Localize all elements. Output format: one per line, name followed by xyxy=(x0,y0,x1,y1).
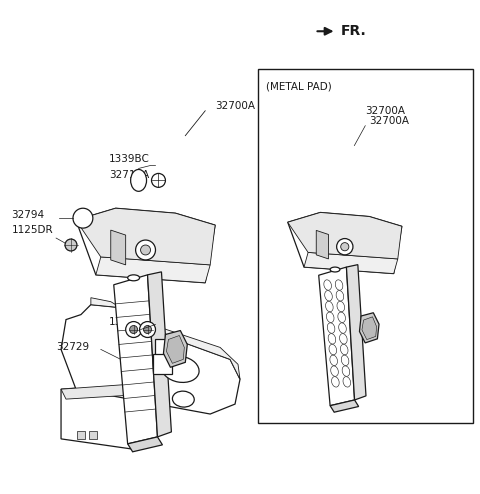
Text: 32794: 32794 xyxy=(12,210,45,220)
Polygon shape xyxy=(304,252,398,274)
Polygon shape xyxy=(156,339,175,359)
Polygon shape xyxy=(61,384,156,449)
Polygon shape xyxy=(96,257,210,283)
Circle shape xyxy=(140,322,156,337)
Text: 1339GA: 1339GA xyxy=(109,317,151,327)
Polygon shape xyxy=(114,275,157,444)
Ellipse shape xyxy=(339,323,346,333)
Ellipse shape xyxy=(343,376,350,387)
Ellipse shape xyxy=(162,356,199,382)
Text: 1339BC: 1339BC xyxy=(109,154,150,164)
Ellipse shape xyxy=(342,366,350,376)
Bar xyxy=(258,69,473,423)
Ellipse shape xyxy=(172,391,194,407)
Ellipse shape xyxy=(326,312,334,323)
Text: 32700A: 32700A xyxy=(365,106,405,116)
Ellipse shape xyxy=(324,290,332,301)
Text: FR.: FR. xyxy=(340,24,366,38)
Circle shape xyxy=(65,239,77,251)
Polygon shape xyxy=(360,313,379,343)
Ellipse shape xyxy=(332,376,339,387)
Polygon shape xyxy=(288,212,402,274)
Polygon shape xyxy=(347,265,366,400)
Polygon shape xyxy=(147,272,171,437)
Text: 32729: 32729 xyxy=(56,342,89,352)
Ellipse shape xyxy=(335,280,343,290)
Ellipse shape xyxy=(336,290,344,301)
Text: 1125DR: 1125DR xyxy=(12,225,53,235)
Polygon shape xyxy=(128,437,162,452)
Circle shape xyxy=(126,322,142,337)
Ellipse shape xyxy=(327,323,335,333)
Text: 32717A: 32717A xyxy=(109,170,149,180)
Polygon shape xyxy=(77,431,85,439)
Ellipse shape xyxy=(330,267,340,272)
Circle shape xyxy=(130,326,138,333)
Ellipse shape xyxy=(325,301,333,312)
Ellipse shape xyxy=(340,344,348,355)
Polygon shape xyxy=(76,208,215,283)
Polygon shape xyxy=(61,384,156,404)
Polygon shape xyxy=(362,317,377,340)
Polygon shape xyxy=(145,394,156,447)
Circle shape xyxy=(336,239,353,255)
Polygon shape xyxy=(61,305,240,414)
Polygon shape xyxy=(316,230,328,259)
Polygon shape xyxy=(76,208,215,265)
Polygon shape xyxy=(330,400,359,412)
Ellipse shape xyxy=(328,333,336,344)
Circle shape xyxy=(341,243,349,251)
Text: 32700A: 32700A xyxy=(369,116,409,126)
Polygon shape xyxy=(319,267,355,406)
Ellipse shape xyxy=(324,280,331,290)
Ellipse shape xyxy=(339,333,347,344)
Ellipse shape xyxy=(329,344,336,355)
Polygon shape xyxy=(89,431,97,439)
Polygon shape xyxy=(288,212,402,259)
Ellipse shape xyxy=(341,355,349,366)
Ellipse shape xyxy=(330,355,337,366)
Text: (METAL PAD): (METAL PAD) xyxy=(266,82,332,92)
Polygon shape xyxy=(167,335,184,363)
Circle shape xyxy=(136,240,156,260)
Polygon shape xyxy=(111,230,126,265)
Circle shape xyxy=(152,173,166,187)
Ellipse shape xyxy=(338,312,346,323)
Ellipse shape xyxy=(128,275,140,281)
Ellipse shape xyxy=(337,301,345,312)
Circle shape xyxy=(73,208,93,228)
Polygon shape xyxy=(91,298,240,379)
Ellipse shape xyxy=(131,169,146,191)
Polygon shape xyxy=(153,354,172,374)
Polygon shape xyxy=(164,330,187,368)
Ellipse shape xyxy=(331,366,338,376)
Circle shape xyxy=(144,326,152,333)
Circle shape xyxy=(141,245,151,255)
Text: 32700A: 32700A xyxy=(215,101,255,111)
